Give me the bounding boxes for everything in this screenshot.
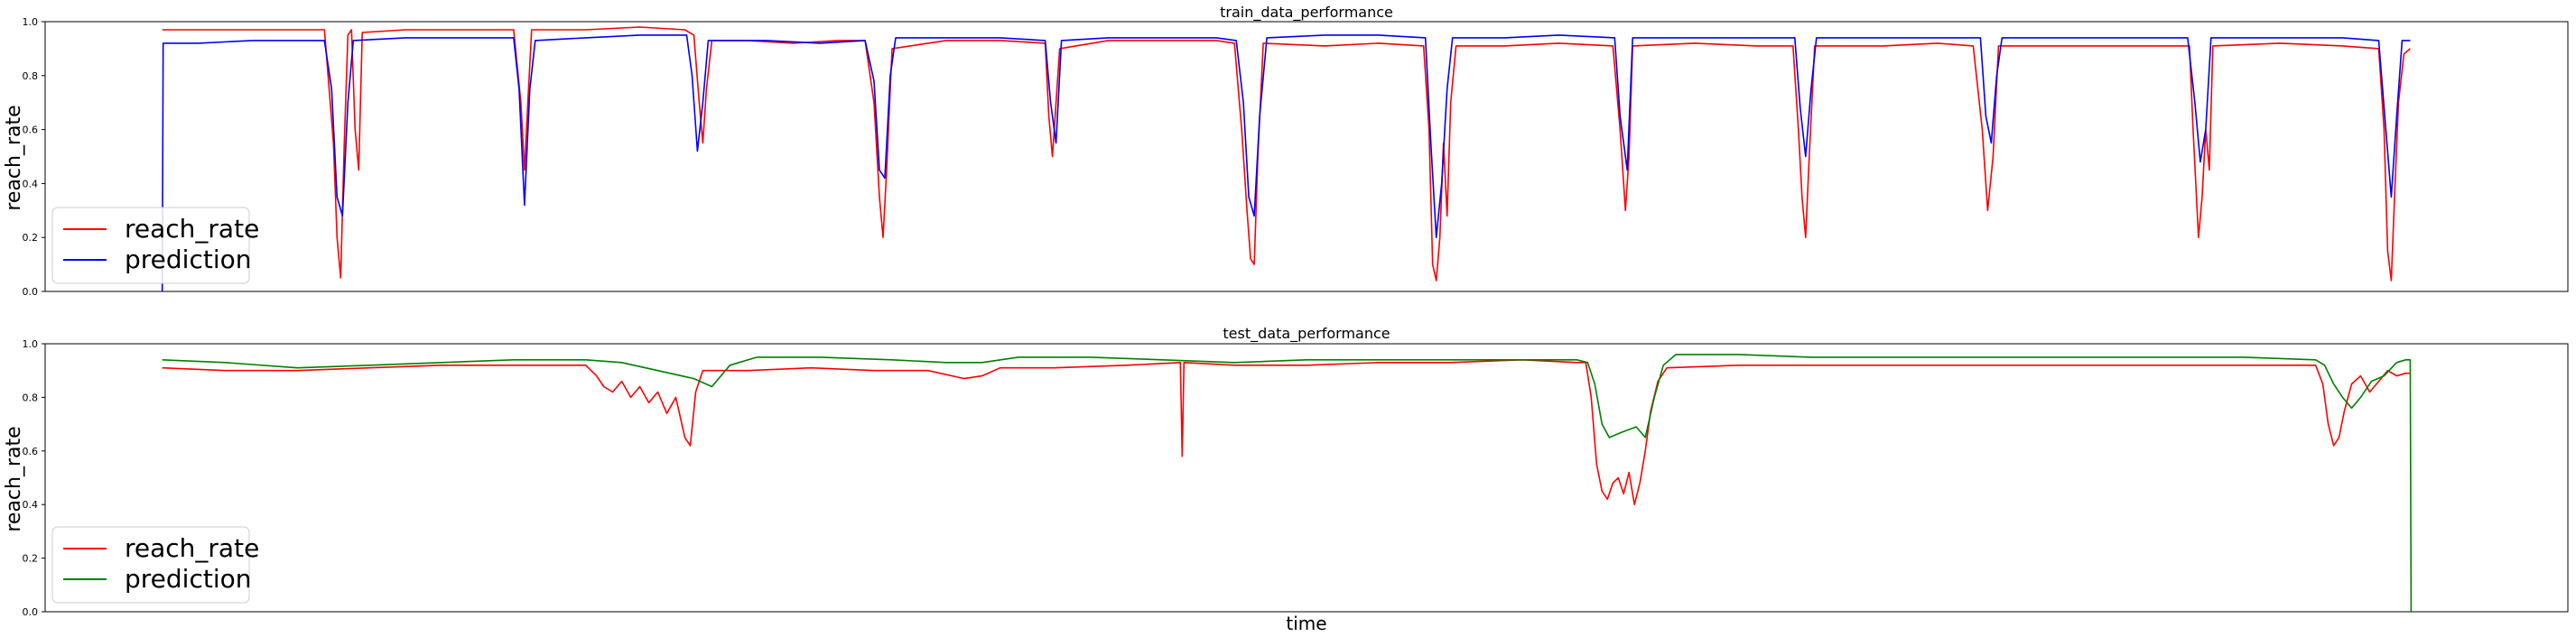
series-line-reach-rate [162,26,2411,282]
chart-title: train_data_performance [1220,4,1393,22]
legend: reach_rate prediction [51,526,259,604]
y-tick-label: 0.8 [23,392,39,403]
y-axis-label: reach_rate [3,105,25,210]
plot-frame [44,343,2569,613]
y-tick-label: 0.4 [23,499,39,511]
legend-label-prediction: prediction [125,564,251,594]
y-tick-label: 1.0 [23,16,39,28]
legend-label-reach-rate: reach_rate [125,533,259,563]
series-layer [162,354,2413,613]
x-axis-label: time [1286,613,1326,634]
y-tick-label: 0.2 [23,232,39,244]
y-ticks: 0.0 0.2 0.4 0.6 0.8 1.0 [23,338,45,618]
legend-box [51,207,250,284]
legend-label-prediction: prediction [125,245,251,274]
legend-label-reach-rate: reach_rate [125,214,259,244]
y-tick-label: 0.0 [23,606,39,618]
test-chart: test_data_performance reach_rate 0.00.20… [3,325,2569,618]
y-tick-label: 0.6 [23,446,39,457]
y-ticks: 0.0 0.2 0.4 0.6 0.8 1.0 [23,16,45,298]
train-chart: train_data_performance reach_rate 0.0 0.2… [3,4,2569,298]
y-tick-label: 0.4 [23,178,39,189]
y-axis-label: reach_rate [3,426,25,531]
y-tick-label: 0.0 [23,286,39,298]
y-tick-label: 0.8 [23,70,39,82]
y-tick-label: 0.2 [23,553,39,565]
series-line-prediction [161,34,2411,292]
series-line-reach-rate [162,358,2411,506]
y-tick-label: 0.6 [23,125,39,136]
plot-frame [44,21,2569,292]
chart-title: test_data_performance [1223,325,1390,343]
y-tick-label: 1.0 [23,338,39,350]
legend-box [51,526,250,604]
series-layer [161,26,2411,292]
legend: reach_rate prediction [51,207,259,284]
series-line-prediction [162,354,2413,613]
